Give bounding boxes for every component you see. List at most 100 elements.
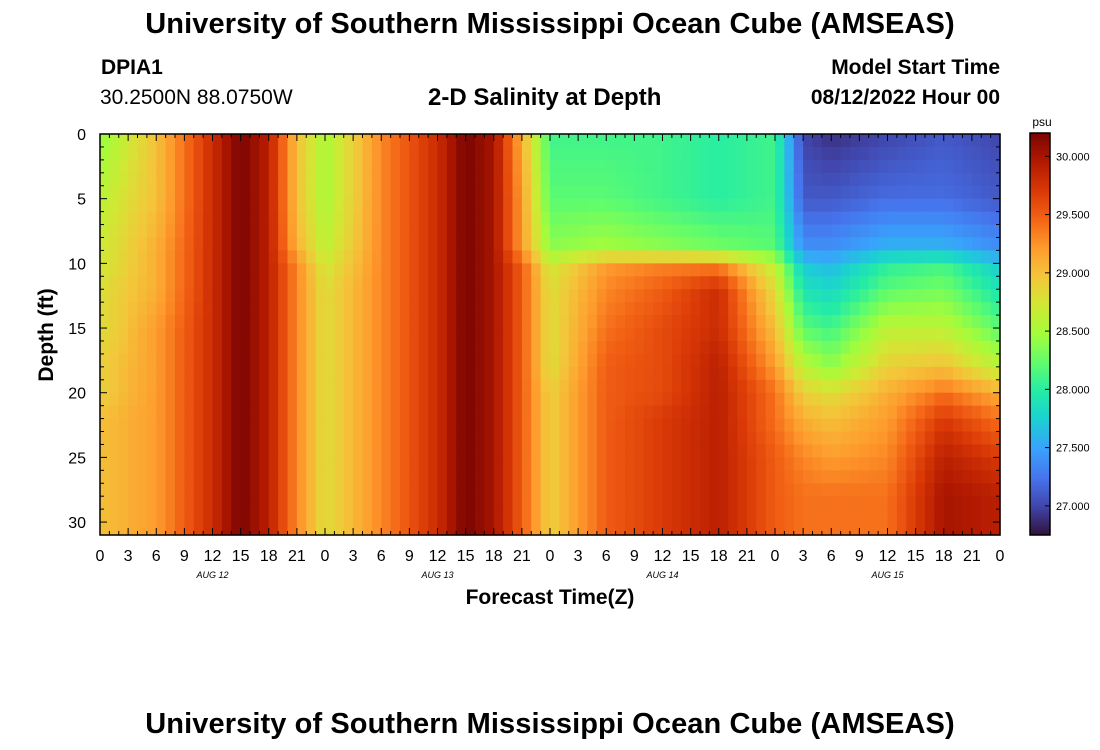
heatmap-cell [418, 224, 429, 239]
heatmap-cell [925, 276, 935, 290]
heatmap-cell [850, 159, 860, 174]
heatmap-cell [231, 315, 242, 329]
heatmap-cell [353, 146, 364, 161]
heatmap-cell [681, 276, 692, 290]
heatmap-cell [259, 263, 270, 277]
heatmap-cell [971, 185, 982, 200]
heatmap-cell [615, 146, 626, 161]
heatmap-cell [353, 328, 364, 342]
heatmap-cell [250, 392, 260, 407]
heatmap-cell [868, 134, 879, 148]
heatmap-cell [728, 172, 739, 187]
heatmap-cell [456, 146, 467, 161]
heatmap-cell [193, 431, 204, 446]
heatmap-cell [896, 509, 907, 523]
heatmap-cell [409, 198, 420, 213]
heatmap-cell [606, 392, 617, 407]
heatmap-cell [118, 392, 129, 407]
heatmap-cell [278, 276, 289, 290]
heatmap-cell [737, 379, 748, 394]
heatmap-cell [371, 392, 382, 407]
heatmap-cell [484, 224, 495, 239]
heatmap-cell [737, 392, 748, 407]
heatmap-cell [343, 198, 354, 213]
heatmap-cell [953, 237, 964, 252]
heatmap-cell [165, 315, 176, 329]
heatmap-cell [718, 457, 729, 471]
heatmap-cell [850, 379, 860, 394]
heatmap-cell [775, 211, 785, 226]
heatmap-cell [475, 431, 485, 446]
heatmap-cell [831, 172, 842, 187]
heatmap-cell [728, 470, 739, 484]
heatmap-cell [175, 263, 185, 277]
heatmap-cell [512, 276, 523, 290]
heatmap-cell [971, 315, 982, 329]
day-label: AUG 14 [645, 570, 678, 580]
heatmap-cell [100, 250, 110, 264]
heatmap-cell [878, 276, 889, 290]
heatmap-cell [746, 159, 757, 174]
heatmap-cell [118, 289, 129, 303]
heatmap-cell [100, 405, 110, 420]
heatmap-cell [568, 328, 579, 342]
heatmap-cell [484, 185, 495, 200]
heatmap-cell [765, 522, 776, 536]
heatmap-cell [428, 366, 439, 381]
heatmap-cell [625, 315, 635, 329]
heatmap-cell [793, 328, 804, 342]
heatmap-cell [850, 211, 860, 226]
heatmap-cell [503, 134, 514, 148]
heatmap-cell [878, 470, 889, 484]
heatmap-cell [184, 418, 195, 433]
heatmap-cell [165, 134, 176, 148]
heatmap-cell [971, 302, 982, 316]
heatmap-cell [709, 392, 720, 407]
heatmap-cell [531, 366, 542, 381]
heatmap-cell [868, 237, 879, 252]
heatmap-cell [878, 522, 889, 536]
heatmap-cell [446, 418, 457, 433]
heatmap-cell [709, 134, 720, 148]
heatmap-cell [296, 328, 307, 342]
heatmap-cell [803, 444, 814, 458]
heatmap-cell [343, 159, 354, 174]
heatmap-cell [784, 159, 795, 174]
heatmap-cell [831, 366, 842, 381]
heatmap-cell [184, 379, 195, 394]
heatmap-cell [456, 392, 467, 407]
heatmap-cell [981, 496, 992, 510]
heatmap-cell [962, 457, 973, 471]
heatmap-cell [109, 470, 120, 484]
heatmap-cell [962, 392, 973, 407]
heatmap-cell [287, 366, 298, 381]
heatmap-cell [193, 134, 204, 148]
heatmap-cell [943, 470, 954, 484]
heatmap-cell [550, 509, 560, 523]
heatmap-cell [953, 289, 964, 303]
heatmap-cell [231, 522, 242, 536]
heatmap-cell [784, 522, 795, 536]
heatmap-cell [221, 340, 232, 355]
x-tick-label: 6 [377, 548, 386, 565]
heatmap-cell [250, 496, 260, 510]
heatmap-cell [775, 470, 785, 484]
heatmap-cell [831, 198, 842, 213]
heatmap-cell [943, 211, 954, 226]
heatmap-cell [709, 444, 720, 458]
heatmap-cell [925, 340, 935, 355]
heatmap-cell [718, 418, 729, 433]
heatmap-cell [793, 496, 804, 510]
heatmap-cell [287, 496, 298, 510]
heatmap-cell [803, 315, 814, 329]
heatmap-cell [268, 250, 279, 264]
heatmap-cell [718, 366, 729, 381]
heatmap-cell [681, 224, 692, 239]
heatmap-cell [137, 224, 148, 239]
heatmap-cell [821, 224, 832, 239]
heatmap-cell [221, 496, 232, 510]
heatmap-cell [137, 276, 148, 290]
heatmap-cell [493, 470, 504, 484]
heatmap-cell [212, 366, 223, 381]
heatmap-cell [850, 366, 860, 381]
